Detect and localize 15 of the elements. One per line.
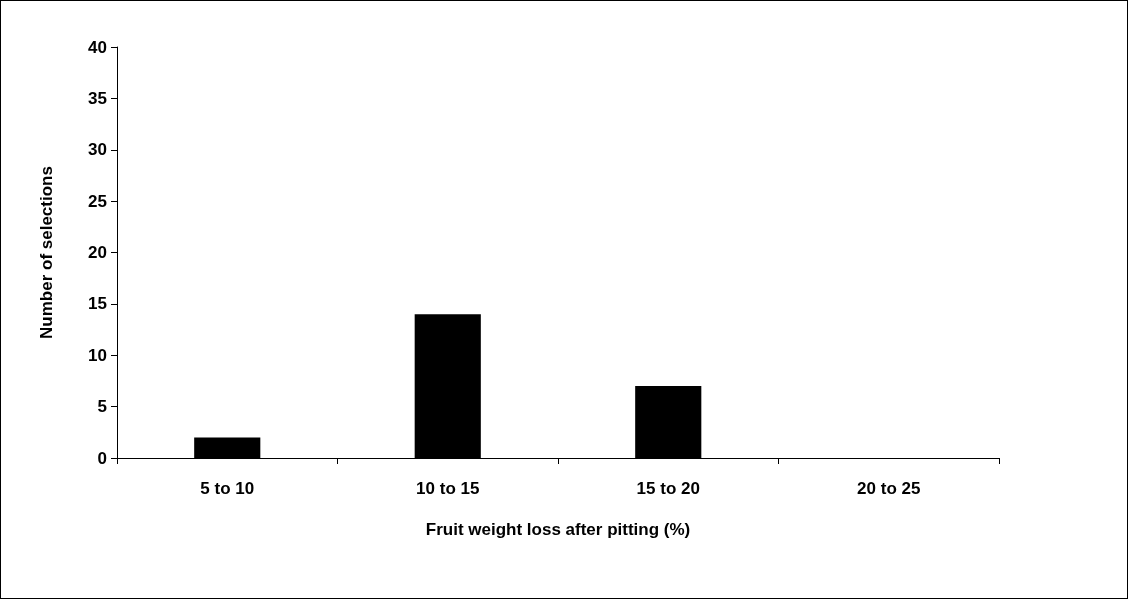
y-tick-label: 0 (97, 448, 107, 468)
x-tick-label: 20 to 25 (857, 479, 921, 498)
y-axis-title: Number of selections (37, 166, 56, 339)
x-tick-label: 10 to 15 (416, 479, 480, 498)
x-tick-label: 15 to 20 (636, 479, 700, 498)
y-tick-label: 25 (88, 191, 107, 211)
y-tick-label: 20 (88, 243, 107, 262)
y-tick-label: 15 (88, 294, 107, 314)
y-tick-label: 5 (97, 397, 107, 417)
y-tick-label: 30 (88, 140, 107, 160)
x-axis-title: Fruit weight loss after pitting (%) (425, 520, 691, 539)
y-tick-label: 10 (88, 345, 107, 365)
y-tick-label: 40 (88, 37, 107, 57)
x-tick-label: 5 to 10 (200, 479, 255, 498)
y-tick-label: 35 (88, 88, 107, 108)
